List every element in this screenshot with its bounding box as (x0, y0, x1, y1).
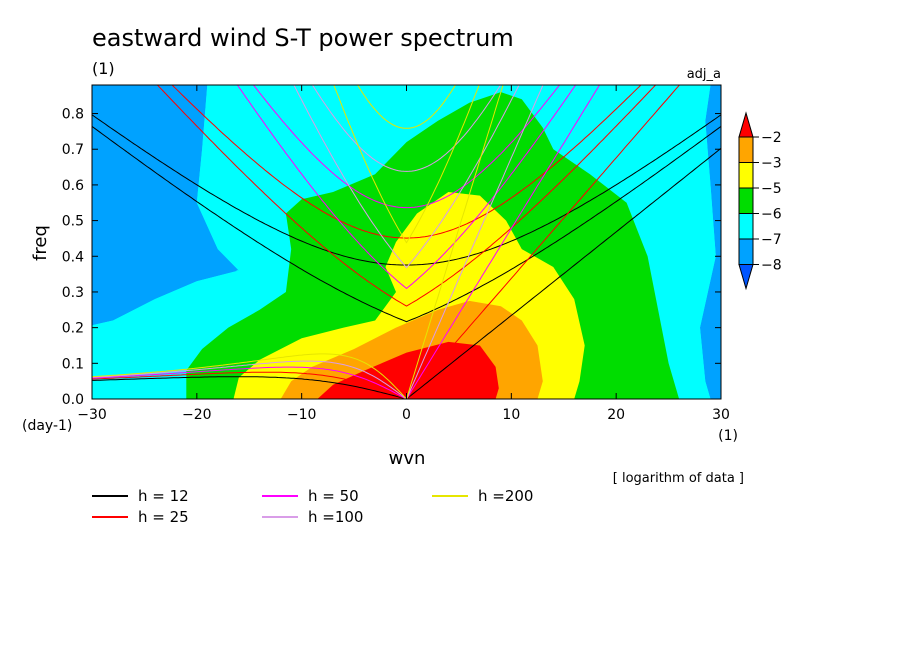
dispersion-curves (92, 85, 721, 399)
x-axis-label: wvn (389, 448, 426, 469)
curve-er1-0 (92, 376, 407, 399)
legend: h = 12 h = 25 h = 50 h =100 h =200 (92, 487, 533, 526)
x-axis: −30 −20 −10 0 10 20 30 (77, 85, 730, 423)
title-units: (1) (92, 59, 115, 78)
curve-ig0-1 (156, 85, 657, 307)
colorbar-segment-1 (738, 136, 754, 163)
y-tick-label: 0.2 (62, 321, 84, 337)
colorbar-label: −7 (761, 232, 782, 248)
curve-er1-4 (92, 353, 407, 399)
note-label: [ logarithm of data ] (613, 471, 744, 486)
y-axis: 0.0 0.1 0.2 0.3 0.4 0.5 0.6 0.7 0.8 (62, 107, 721, 408)
x-tick-label: 10 (502, 407, 520, 423)
curve-er1-3 (92, 360, 407, 399)
y-tick-label: 0.3 (62, 285, 84, 301)
colorbar-label: −6 (761, 207, 782, 223)
y-tick-label: 0.1 (62, 356, 84, 372)
curve-ig0-3 (293, 85, 520, 269)
x-tick-label: 30 (712, 407, 730, 423)
colorbar-segment-5 (738, 238, 754, 265)
y-units: (day-1) (22, 418, 72, 434)
curve-kelvin-2 (406, 85, 601, 399)
curve-er1-1 (92, 371, 407, 399)
colorbar-segment-3 (738, 187, 754, 214)
contour-band-7 (317, 341, 499, 399)
x-units: (1) (718, 428, 738, 444)
curve-kelvin-0 (406, 147, 721, 399)
contour-band-3 (92, 85, 716, 399)
curve-kelvin-1 (406, 85, 681, 399)
colorbar-segment-4 (738, 213, 754, 240)
top-right-label: adj_a (687, 67, 721, 82)
y-tick-label: 0.4 (62, 249, 84, 265)
colorbar-bottom-arrow (738, 264, 754, 291)
y-axis-label: freq (30, 225, 51, 261)
colorbar-label: −8 (761, 258, 782, 274)
curve-ig0-0 (92, 125, 721, 323)
legend-label: h =100 (308, 508, 363, 526)
x-tick-label: −20 (182, 407, 212, 423)
curve-ig1-3 (311, 85, 502, 172)
y-tick-label: 0.0 (62, 392, 84, 408)
x-tick-label: −30 (77, 407, 107, 423)
contour-band-2 (700, 85, 721, 399)
y-tick-label: 0.5 (62, 214, 84, 230)
curve-er1-2 (92, 366, 407, 399)
colorbar-label: −3 (761, 156, 782, 172)
chart-title: eastward wind S-T power spectrum (92, 24, 514, 52)
legend-label: h = 25 (138, 508, 189, 526)
y-tick-label: 0.7 (62, 142, 84, 158)
curve-ig1-4 (357, 85, 456, 129)
y-tick-label: 0.8 (62, 107, 84, 123)
colorbar-top-arrow (738, 111, 754, 138)
curve-kelvin-3 (406, 85, 544, 399)
contour-band-1 (92, 85, 239, 326)
colorbar-label: −5 (761, 181, 782, 197)
x-tick-label: 0 (402, 407, 411, 423)
contour-bands (92, 85, 721, 399)
curve-ig0-4 (333, 85, 480, 244)
legend-label: h =200 (478, 487, 533, 505)
legend-label: h = 12 (138, 487, 189, 505)
legend-label: h = 50 (308, 487, 359, 505)
curve-ig1-0 (92, 114, 721, 266)
curve-ig1-1 (171, 85, 642, 239)
curve-ig0-2 (236, 85, 577, 290)
colorbar: −2 −3 −5 −6 −7 −8 (738, 111, 782, 291)
x-tick-label: 20 (607, 407, 625, 423)
x-tick-label: −10 (287, 407, 317, 423)
colorbar-segment-2 (738, 162, 754, 189)
curve-kelvin-4 (406, 85, 504, 399)
colorbar-label: −2 (761, 130, 782, 146)
curve-ig1-2 (252, 85, 561, 209)
y-tick-label: 0.6 (62, 178, 84, 194)
